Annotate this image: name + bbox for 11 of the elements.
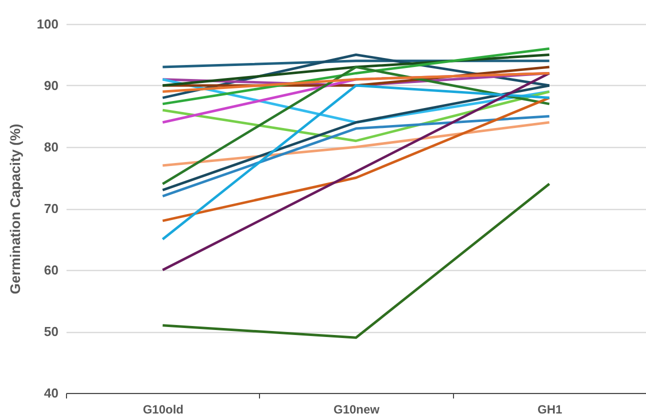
y-axis-title: Germination Capacity (%) [6,124,23,294]
y-tick-label: 100 [36,16,58,32]
y-tick-label: 40 [44,386,58,400]
y-tick-label: 80 [44,140,58,154]
x-tick-label: G10new [333,402,380,415]
x-tick-label: GH1 [537,402,562,415]
y-tick-label: 90 [44,78,58,93]
y-tick-label: 60 [44,262,58,278]
y-tick-label: 50 [44,324,58,339]
y-tick-label: 70 [44,201,58,216]
x-tick-label: G10old [142,402,184,415]
